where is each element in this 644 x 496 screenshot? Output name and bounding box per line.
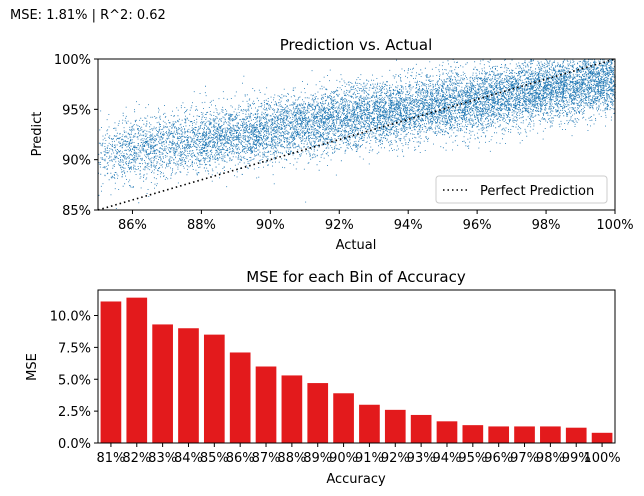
bar-90pct	[333, 393, 354, 443]
bar-x-tick-label: 96%	[484, 451, 513, 466]
scatter-x-tick-label: 92%	[325, 218, 354, 233]
bar-x-tick-label: 90%	[329, 451, 358, 466]
bar-82pct	[126, 297, 148, 443]
bar-86pct	[229, 352, 251, 443]
legend-entry-perfect-prediction: Perfect Prediction	[480, 184, 594, 199]
bar-x-tick-label: 98%	[536, 451, 565, 466]
bar-100pct	[591, 432, 613, 443]
bar-y-tick-label: 2.5%	[58, 405, 91, 420]
bar-x-tick-label: 93%	[407, 451, 436, 466]
bar-y-tick-label: 0.0%	[58, 437, 91, 452]
bar-x-label: Accuracy	[326, 472, 386, 487]
bar-81pct	[100, 301, 122, 443]
bar-94pct	[436, 421, 458, 443]
bar-x-tick-label: 86%	[226, 451, 255, 466]
bar-89pct	[307, 383, 329, 443]
scatter-legend: Perfect Prediction	[435, 175, 608, 204]
bar-95pct	[462, 425, 484, 443]
bar-x-tick-label: 94%	[433, 451, 462, 466]
bar-x-tick-label: 97%	[510, 451, 539, 466]
bar-85pct	[203, 334, 225, 444]
bar-x-tick-label: 89%	[303, 451, 332, 466]
bar-x-tick-label: 83%	[148, 451, 177, 466]
legend-box	[435, 175, 608, 204]
bar-x-tick-label: 99%	[562, 451, 591, 466]
bar-axes-frame	[97, 289, 616, 444]
scatter-panel: Prediction vs. Actual 86% 88% 90% 92% 94% 96%…	[30, 36, 634, 253]
bar-99pct	[565, 427, 587, 443]
bar-96pct	[488, 426, 510, 443]
scatter-x-tick-label: 100%	[596, 218, 633, 233]
scatter-y-tick-label: 95%	[62, 103, 91, 118]
figure-suptitle: MSE: 1.81% | R^2: 0.62	[10, 8, 166, 23]
scatter-x-ticks: 86% 88% 90% 92% 94% 96% 98% 100%	[118, 210, 634, 233]
bar-x-tick-label: 100%	[583, 451, 620, 466]
bar-x-ticks: 81%82%83%84%85%86%87%88%89%90%91%92%93%9…	[96, 443, 621, 466]
bar-x-tick-label: 91%	[355, 451, 384, 466]
scatter-axes-frame	[97, 58, 616, 211]
scatter-title: Prediction vs. Actual	[280, 36, 433, 54]
bar-88pct	[281, 375, 303, 443]
bar-83pct	[152, 324, 173, 443]
bar-93pct	[410, 414, 432, 443]
bar-x-tick-label: 84%	[174, 451, 203, 466]
scatter-point-cloud	[98, 59, 616, 209]
bar-x-tick-label: 82%	[122, 451, 151, 466]
scatter-x-tick-label: 88%	[187, 218, 216, 233]
bar-92pct	[384, 409, 406, 443]
bar-y-tick-label: 10.0%	[50, 310, 91, 325]
bar-98pct	[540, 426, 561, 443]
scatter-y-tick-label: 90%	[62, 154, 91, 169]
bar-y-tick-label: 5.0%	[58, 373, 91, 388]
scatter-x-label: Actual	[336, 238, 377, 253]
scatter-x-tick-label: 86%	[118, 218, 147, 233]
bar-y-label: MSE	[25, 353, 40, 381]
scatter-y-tick-label: 100%	[54, 53, 91, 68]
bar-91pct	[359, 404, 380, 443]
bar-x-tick-label: 81%	[96, 451, 125, 466]
bar-x-tick-label: 88%	[277, 451, 306, 466]
bar-y-tick-label: 7.5%	[58, 341, 91, 356]
bar-panel: MSE for each Bin of Accuracy 81%82%83%84…	[25, 268, 621, 487]
scatter-y-tick-label: 85%	[62, 204, 91, 219]
bar-87pct	[255, 366, 277, 443]
bar-97pct	[514, 426, 535, 443]
scatter-x-tick-label: 98%	[532, 218, 561, 233]
bar-x-tick-label: 92%	[381, 451, 410, 466]
bar-x-tick-label: 85%	[200, 451, 229, 466]
bar-x-tick-label: 95%	[458, 451, 487, 466]
scatter-x-tick-label: 96%	[463, 218, 492, 233]
scatter-points	[98, 59, 616, 209]
scatter-x-tick-label: 94%	[394, 218, 423, 233]
bars	[100, 297, 613, 444]
scatter-y-label: Predict	[30, 112, 45, 157]
bar-title: MSE for each Bin of Accuracy	[246, 268, 466, 286]
bar-84pct	[178, 328, 199, 443]
bar-x-tick-label: 87%	[252, 451, 281, 466]
scatter-y-ticks: 85% 90% 95% 100%	[54, 53, 98, 219]
scatter-x-tick-label: 90%	[256, 218, 285, 233]
bar-y-ticks: 0.0% 2.5% 5.0% 7.5% 10.0%	[50, 310, 98, 452]
